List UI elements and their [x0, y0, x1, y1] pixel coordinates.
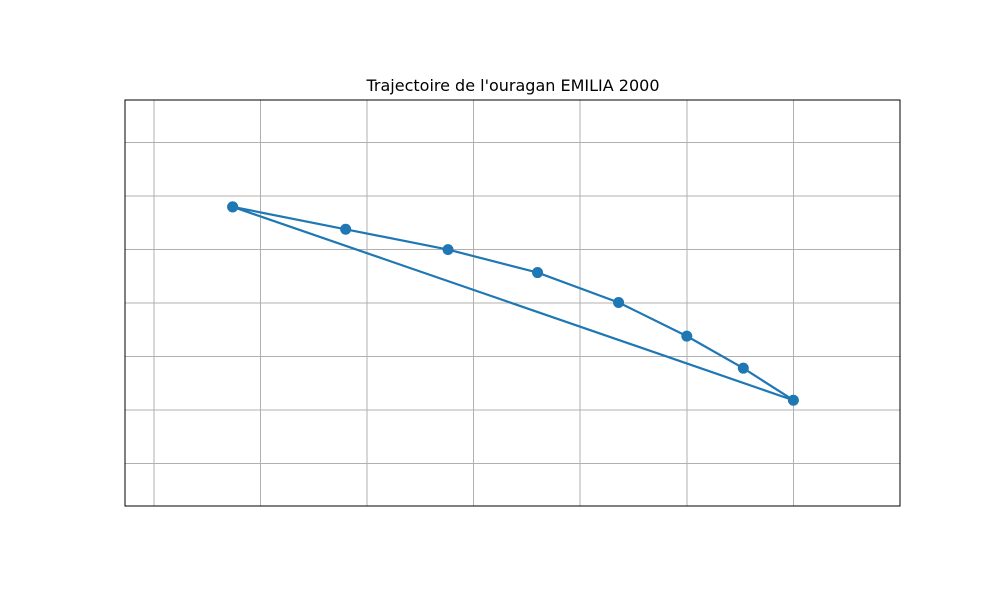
chart-title: Trajectoire de l'ouragan EMILIA 2000: [366, 76, 660, 95]
series-point-0-5: [681, 330, 693, 342]
series-point-0-1: [340, 223, 352, 235]
series-point-0-4: [613, 296, 625, 308]
series-point-0-3: [532, 267, 544, 279]
series-point-0-6: [737, 362, 749, 374]
series-line-0: [231, 205, 795, 402]
grid-layer: [125, 100, 900, 506]
series-point-0-8: [227, 201, 239, 213]
series-point-0-7: [787, 394, 799, 406]
plot-frame: [124, 99, 901, 507]
series-point-0-2: [442, 244, 454, 256]
series-layer: [227, 201, 799, 406]
